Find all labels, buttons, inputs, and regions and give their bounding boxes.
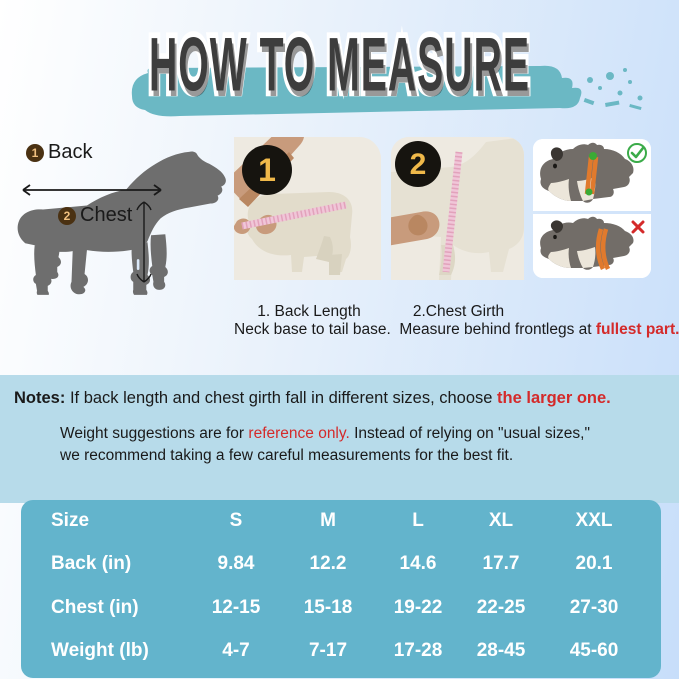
svg-text:2: 2 — [410, 148, 427, 181]
svg-text:1: 1 — [258, 152, 276, 188]
